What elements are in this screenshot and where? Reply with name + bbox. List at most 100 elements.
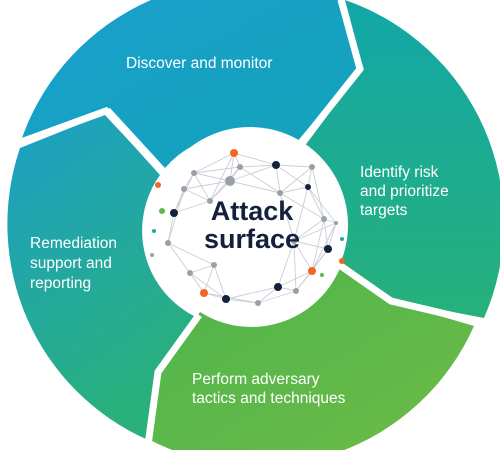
network-link	[233, 152, 277, 166]
network-accent-dot	[338, 161, 342, 165]
network-link	[193, 172, 211, 202]
network-link	[311, 222, 337, 272]
label-discover: Discover and monitor	[126, 55, 272, 72]
network-node	[191, 170, 197, 176]
network-link	[203, 264, 215, 294]
network-link	[293, 218, 325, 242]
label-identify-line3: targets	[360, 202, 408, 219]
label-perform-line1: Perform adversary	[192, 371, 320, 388]
network-link	[189, 264, 215, 274]
network-link	[183, 172, 195, 190]
label-remediation-line2: support and	[30, 255, 112, 272]
network-node	[170, 209, 178, 217]
label-identify-line2: and prioritize	[360, 183, 449, 200]
network-link	[293, 240, 297, 292]
network-link	[189, 272, 205, 294]
network-link	[311, 166, 325, 220]
network-node	[255, 300, 261, 306]
network-link	[167, 242, 215, 266]
network-link	[293, 240, 329, 250]
network-link	[277, 240, 295, 288]
network-link	[193, 152, 235, 174]
network-node	[211, 262, 217, 268]
network-node	[334, 221, 338, 225]
network-link	[229, 180, 281, 194]
network-node	[293, 288, 299, 294]
segment-remediation	[7, 114, 198, 440]
network-node	[200, 289, 208, 297]
network-node	[274, 283, 282, 291]
network-link	[173, 200, 211, 214]
network-node	[308, 267, 316, 275]
center-circle	[152, 127, 348, 323]
network-link	[307, 186, 337, 224]
network-node	[309, 164, 315, 170]
network-link	[279, 186, 309, 194]
network-node	[277, 190, 283, 196]
network-accent-dot	[339, 258, 345, 264]
segment-discover	[22, 0, 358, 168]
network-link	[239, 164, 277, 168]
network-link	[327, 222, 337, 250]
network-node	[324, 245, 332, 253]
network-link	[275, 164, 281, 194]
network-link	[193, 166, 241, 174]
network-accent-dot	[340, 237, 344, 241]
network-link	[173, 172, 195, 214]
network-link	[275, 164, 309, 188]
network-node	[237, 164, 243, 170]
label-remediation-line1: Remediation	[30, 235, 117, 252]
network-link	[167, 212, 175, 244]
network-node	[305, 184, 311, 190]
network-node	[222, 295, 230, 303]
label-perform-line2: tactics and techniques	[192, 390, 346, 407]
segment-perform	[150, 268, 474, 450]
network-link	[183, 188, 211, 202]
network-link	[293, 222, 337, 242]
network-link	[293, 240, 313, 272]
network-accent-dot	[155, 182, 161, 188]
network-link	[189, 272, 227, 300]
network-accent-dot	[320, 273, 324, 277]
network-link	[257, 286, 279, 304]
network-link	[257, 290, 297, 304]
network-link	[213, 264, 227, 300]
network-link	[239, 166, 281, 194]
network-link	[307, 166, 313, 188]
network-link	[183, 180, 231, 190]
network-node	[321, 216, 327, 222]
label-identify-line1: Identify risk	[360, 164, 439, 181]
network-accent-dot	[159, 208, 165, 214]
network-node	[207, 198, 213, 204]
network-link	[229, 164, 277, 182]
network-node	[181, 186, 187, 192]
network-node	[225, 176, 235, 186]
center-title-line1: Attack	[211, 196, 295, 226]
network-link	[193, 172, 231, 182]
network-accent-dot	[152, 229, 156, 233]
network-node	[230, 149, 238, 157]
network-node	[187, 270, 193, 276]
network-link	[225, 286, 279, 300]
label-remediation-line3: reporting	[30, 275, 91, 292]
network-accent-dot	[150, 253, 154, 257]
network-link	[295, 270, 313, 292]
network-link	[173, 188, 185, 214]
network-link	[279, 192, 295, 242]
network-link	[279, 166, 313, 194]
network-link	[277, 270, 313, 288]
network-link	[225, 298, 259, 304]
network-node	[165, 240, 171, 246]
network-link	[167, 242, 191, 274]
network-link	[275, 164, 313, 168]
network-link	[293, 186, 309, 242]
segment-identify	[298, 0, 500, 318]
segment-separators	[16, 0, 481, 446]
network-node	[291, 238, 297, 244]
network-link	[279, 192, 325, 220]
network-globe-icon	[150, 149, 345, 306]
network-node	[272, 161, 280, 169]
network-link	[323, 218, 329, 250]
center-title-line2: surface	[204, 224, 300, 254]
